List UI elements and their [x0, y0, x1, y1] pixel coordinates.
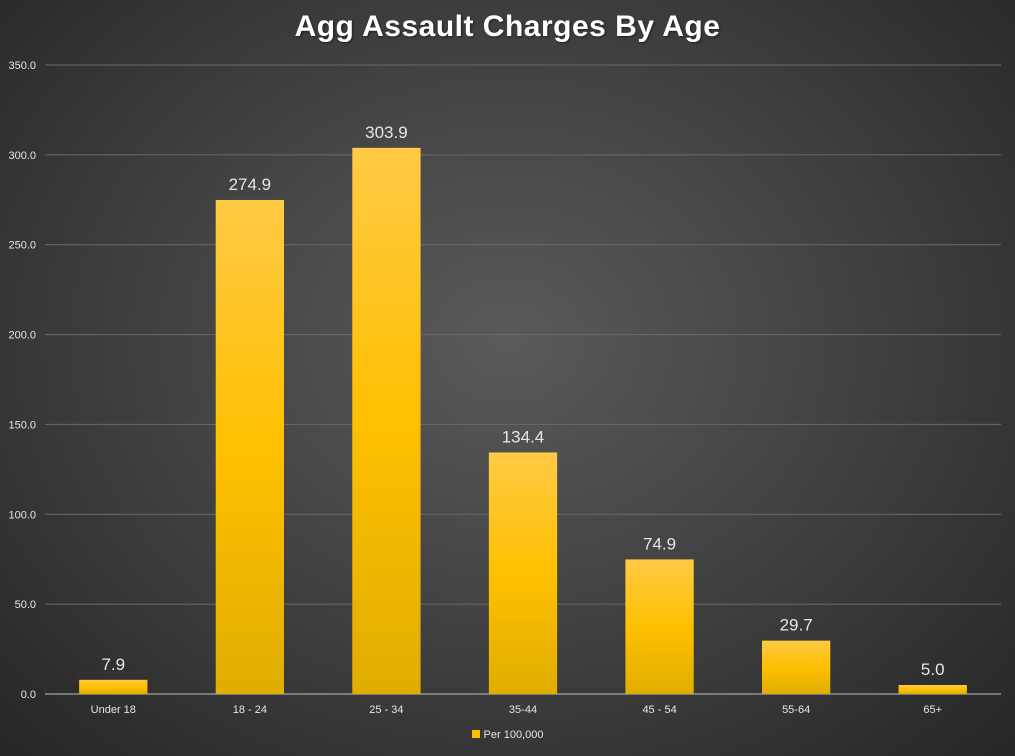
chart-title: Agg Assault Charges By Age: [294, 10, 721, 43]
y-tick-label: 100.0: [8, 509, 36, 521]
bars: [79, 147, 967, 695]
y-tick-label: 0.0: [21, 689, 36, 701]
x-tick-label: 65+: [923, 704, 942, 716]
y-axis-ticks: 0.0 50.0 100.0 150.0 200.0 250.0 300.0 350.0: [8, 60, 36, 701]
x-tick-label: 35-44: [509, 704, 537, 716]
x-tick-label: 55-64: [782, 704, 810, 716]
data-label: 303.9: [365, 123, 408, 142]
data-label: 74.9: [643, 534, 676, 553]
x-tick-label: 25 - 34: [369, 704, 403, 716]
y-tick-label: 150.0: [8, 419, 36, 431]
bar-45-54: [625, 559, 694, 694]
data-labels: 7.9 274.9 303.9 134.4 74.9 29.7 5.0: [101, 123, 944, 679]
legend-swatch: [471, 730, 480, 739]
data-label: 7.9: [101, 655, 125, 674]
data-label: 274.9: [229, 175, 272, 194]
x-tick-label: 45 - 54: [642, 704, 676, 716]
legend-label: Per 100,000: [483, 729, 544, 741]
bar-under-18: [79, 679, 148, 694]
y-tick-label: 300.0: [8, 150, 36, 162]
data-label: 29.7: [780, 616, 813, 635]
x-tick-label: Under 18: [91, 704, 136, 716]
y-tick-label: 200.0: [8, 330, 36, 342]
x-tick-label: 18 - 24: [233, 704, 267, 716]
bar-65: [898, 685, 967, 694]
y-tick-label: 250.0: [8, 240, 36, 252]
x-axis-ticks: Under 18 18 - 24 25 - 34 35-44 45 - 54 55-64 6…: [91, 704, 942, 716]
bar-55-64: [762, 640, 831, 694]
data-label: 134.4: [502, 427, 545, 446]
bar-25-34: [352, 147, 421, 695]
y-tick-label: 350.0: [8, 60, 36, 72]
legend: Per 100,000: [0, 729, 1015, 741]
bar-35-44: [488, 452, 558, 694]
y-tick-label: 50.0: [15, 599, 36, 611]
bar-18-24: [215, 199, 284, 694]
data-label: 5.0: [921, 660, 945, 679]
